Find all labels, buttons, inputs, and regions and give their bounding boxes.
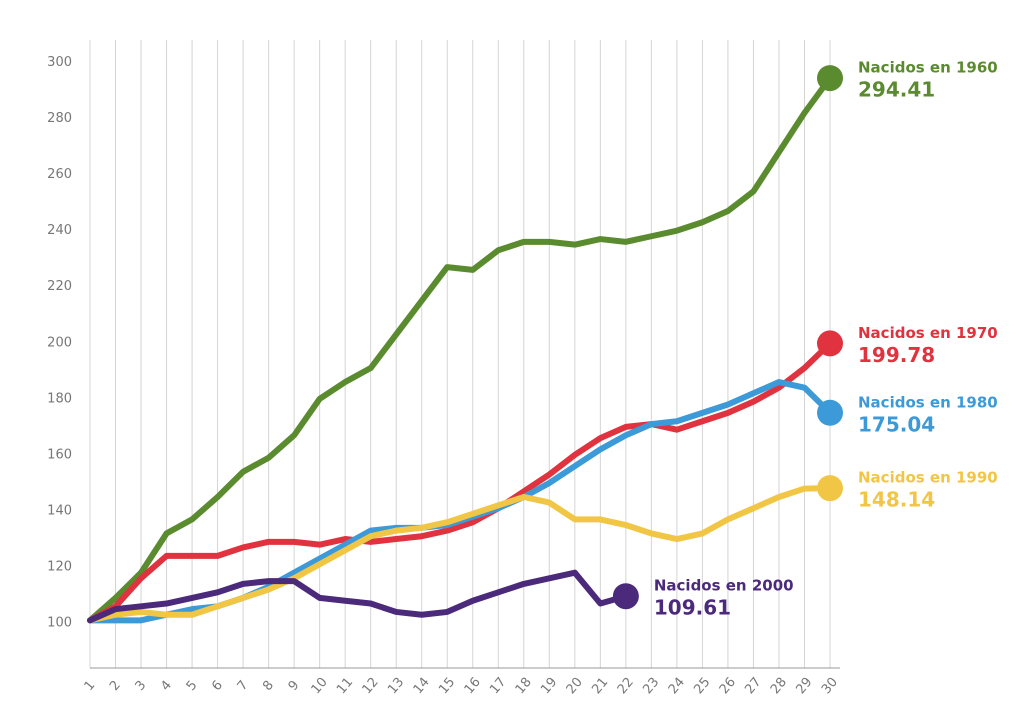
x-tick-label: 11	[334, 675, 356, 697]
y-tick-label: 160	[47, 447, 72, 462]
x-tick-label: 2	[107, 678, 124, 694]
x-tick-label: 29	[793, 675, 815, 697]
end-value: 109.61	[654, 596, 731, 620]
y-tick-label: 120	[47, 560, 72, 575]
end-value: 148.14	[858, 488, 935, 512]
end-dot	[817, 399, 843, 426]
legend-name: Nacidos en 2000	[654, 577, 794, 595]
x-tick-label: 13	[385, 675, 407, 697]
x-tick-label: 27	[742, 675, 764, 697]
series-line	[87, 569, 629, 624]
y-tick-label: 200	[47, 335, 72, 350]
y-tick-label: 240	[47, 223, 72, 238]
x-tick-label: 12	[360, 675, 382, 697]
end-value: 175.04	[858, 412, 935, 436]
y-tick-label: 280	[47, 111, 72, 126]
x-tick-label: 4	[158, 678, 175, 694]
y-tick-label: 140	[47, 504, 72, 519]
legend-name: Nacidos en 1980	[858, 393, 998, 411]
x-tick-label: 28	[768, 675, 790, 697]
series-line	[87, 75, 833, 624]
x-tick-label: 19	[538, 675, 560, 697]
x-tick-label: 10	[309, 675, 331, 697]
x-tick-label: 17	[487, 675, 509, 697]
x-tick-label: 22	[615, 675, 637, 697]
end-dot	[817, 475, 843, 502]
legend-name: Nacidos en 1960	[858, 59, 998, 77]
series-line	[87, 340, 833, 624]
y-tick-label: 260	[47, 167, 72, 182]
end-dot	[817, 65, 843, 92]
y-tick-label: 300	[47, 55, 72, 70]
series-line	[87, 485, 833, 624]
x-tick-label: 25	[691, 675, 713, 697]
legend-name: Nacidos en 1970	[858, 324, 998, 342]
x-tick-label: 15	[436, 675, 458, 697]
x-tick-label: 24	[666, 675, 688, 697]
y-tick-label: 180	[47, 391, 72, 406]
x-tick-label: 1	[82, 678, 99, 694]
y-tick-label: 220	[47, 279, 72, 294]
x-tick-label: 18	[513, 675, 535, 697]
x-tick-label: 16	[462, 675, 484, 697]
end-value: 199.78	[858, 343, 935, 367]
x-tick-label: 8	[260, 678, 277, 694]
x-tick-label: 21	[589, 675, 611, 697]
x-tick-label: 26	[717, 675, 739, 697]
end-dot	[612, 583, 639, 610]
x-tick-label: 7	[235, 678, 252, 694]
y-tick-label: 100	[47, 616, 72, 631]
x-tick-label: 5	[184, 678, 201, 694]
x-tick-label: 14	[411, 675, 433, 697]
x-tick-label: 9	[286, 678, 303, 694]
x-tick-label: 3	[133, 678, 150, 694]
x-tick-label: 6	[209, 678, 226, 694]
x-tick-label: 20	[564, 675, 586, 697]
x-tick-label: 23	[640, 675, 662, 697]
end-dot	[817, 330, 843, 357]
x-tick-label: 30	[819, 675, 841, 697]
legend-name: Nacidos en 1990	[858, 469, 998, 487]
end-value: 294.41	[858, 78, 935, 102]
